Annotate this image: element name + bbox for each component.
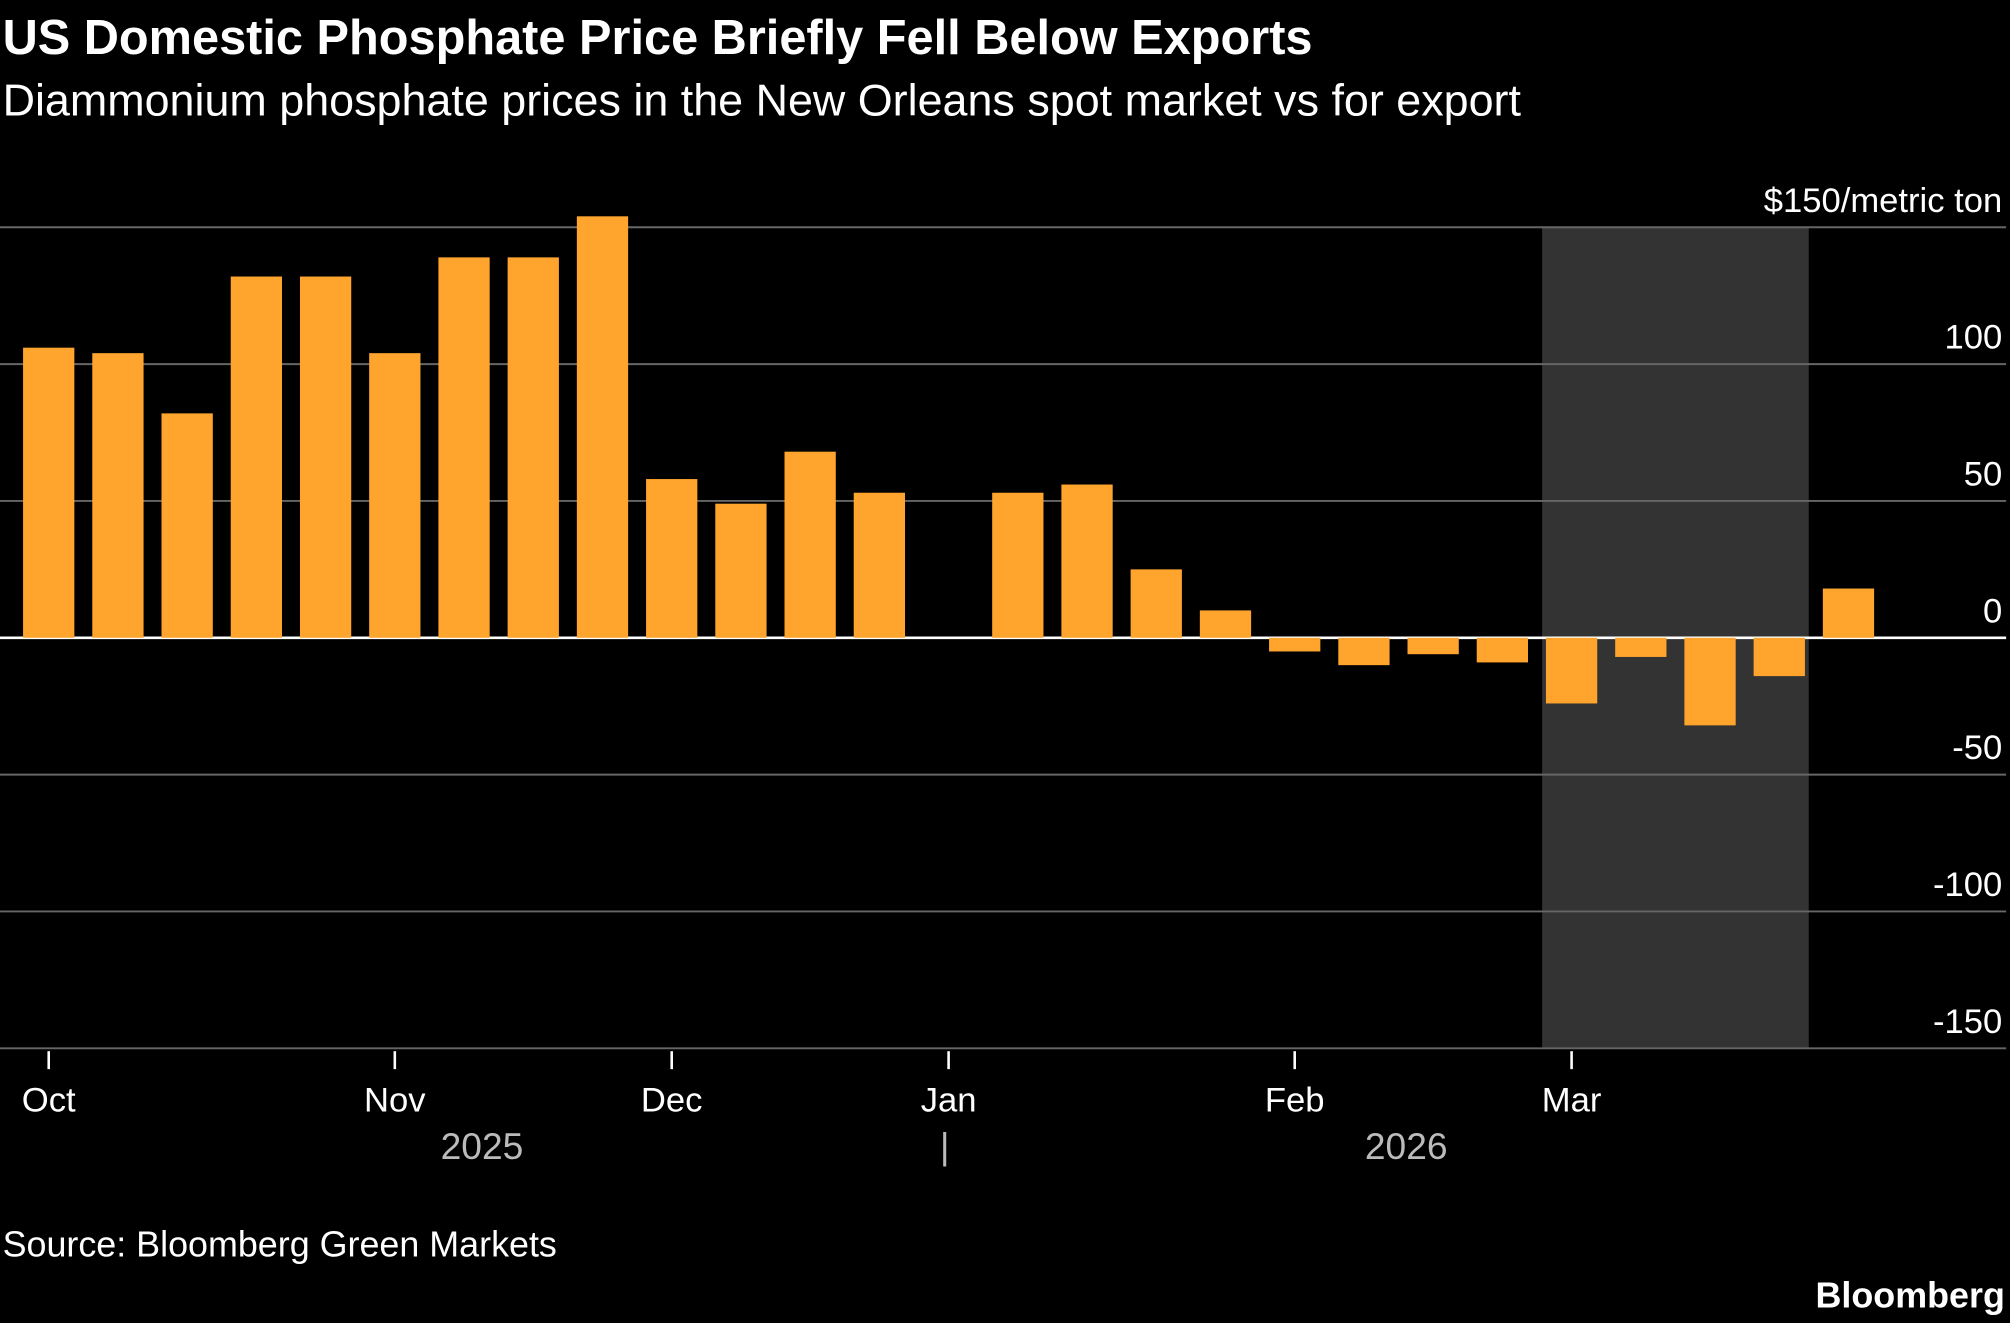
bar <box>1407 637 1459 655</box>
bloomberg-logo: Bloomberg <box>1816 1276 2005 1316</box>
bar <box>1338 637 1390 666</box>
bar <box>507 257 559 638</box>
year-separator: | <box>940 1125 950 1167</box>
year-label-2025: 2025 <box>441 1125 524 1167</box>
y-tick-label: -100 <box>1933 866 2002 904</box>
x-tick-label: Feb <box>1265 1081 1325 1119</box>
bar <box>992 492 1044 638</box>
bar <box>784 451 836 638</box>
y-tick-label: -150 <box>1933 1003 2002 1041</box>
bar <box>438 257 490 638</box>
source-note: Source: Bloomberg Green Markets <box>3 1224 557 1264</box>
bar <box>1061 484 1113 638</box>
bar <box>1615 637 1667 657</box>
bar <box>23 347 75 638</box>
year-label-2026: 2026 <box>1365 1125 1448 1167</box>
bar <box>1753 637 1805 677</box>
bar <box>1822 588 1875 638</box>
bar <box>1684 637 1736 726</box>
bar <box>853 492 906 638</box>
bar <box>92 353 144 638</box>
y-tick-label: $150/metric ton <box>1764 182 2003 220</box>
bar <box>1199 610 1252 638</box>
chart-title: US Domestic Phosphate Price Briefly Fell… <box>3 11 1313 65</box>
bar <box>646 479 698 638</box>
x-tick-label: Nov <box>364 1081 426 1119</box>
bar <box>369 353 421 638</box>
bar <box>715 503 767 638</box>
bar <box>299 276 352 638</box>
x-tick-label: Dec <box>641 1081 703 1119</box>
y-tick-label: 100 <box>1945 319 2003 357</box>
chart-subtitle: Diammonium phosphate prices in the New O… <box>3 74 1522 125</box>
x-tick-label: Oct <box>22 1081 76 1119</box>
bar <box>1269 637 1321 652</box>
y-tick-label: -50 <box>1952 729 2002 767</box>
bar <box>161 413 213 638</box>
bar <box>1476 637 1529 663</box>
bar <box>576 216 629 638</box>
bar <box>230 276 283 638</box>
bar <box>1545 637 1598 704</box>
y-tick-label: 50 <box>1964 456 2003 494</box>
x-tick-label: Mar <box>1542 1081 1602 1119</box>
x-tick-label: Jan <box>921 1081 977 1119</box>
y-tick-label: 0 <box>1983 592 2002 630</box>
bar <box>1130 569 1182 638</box>
